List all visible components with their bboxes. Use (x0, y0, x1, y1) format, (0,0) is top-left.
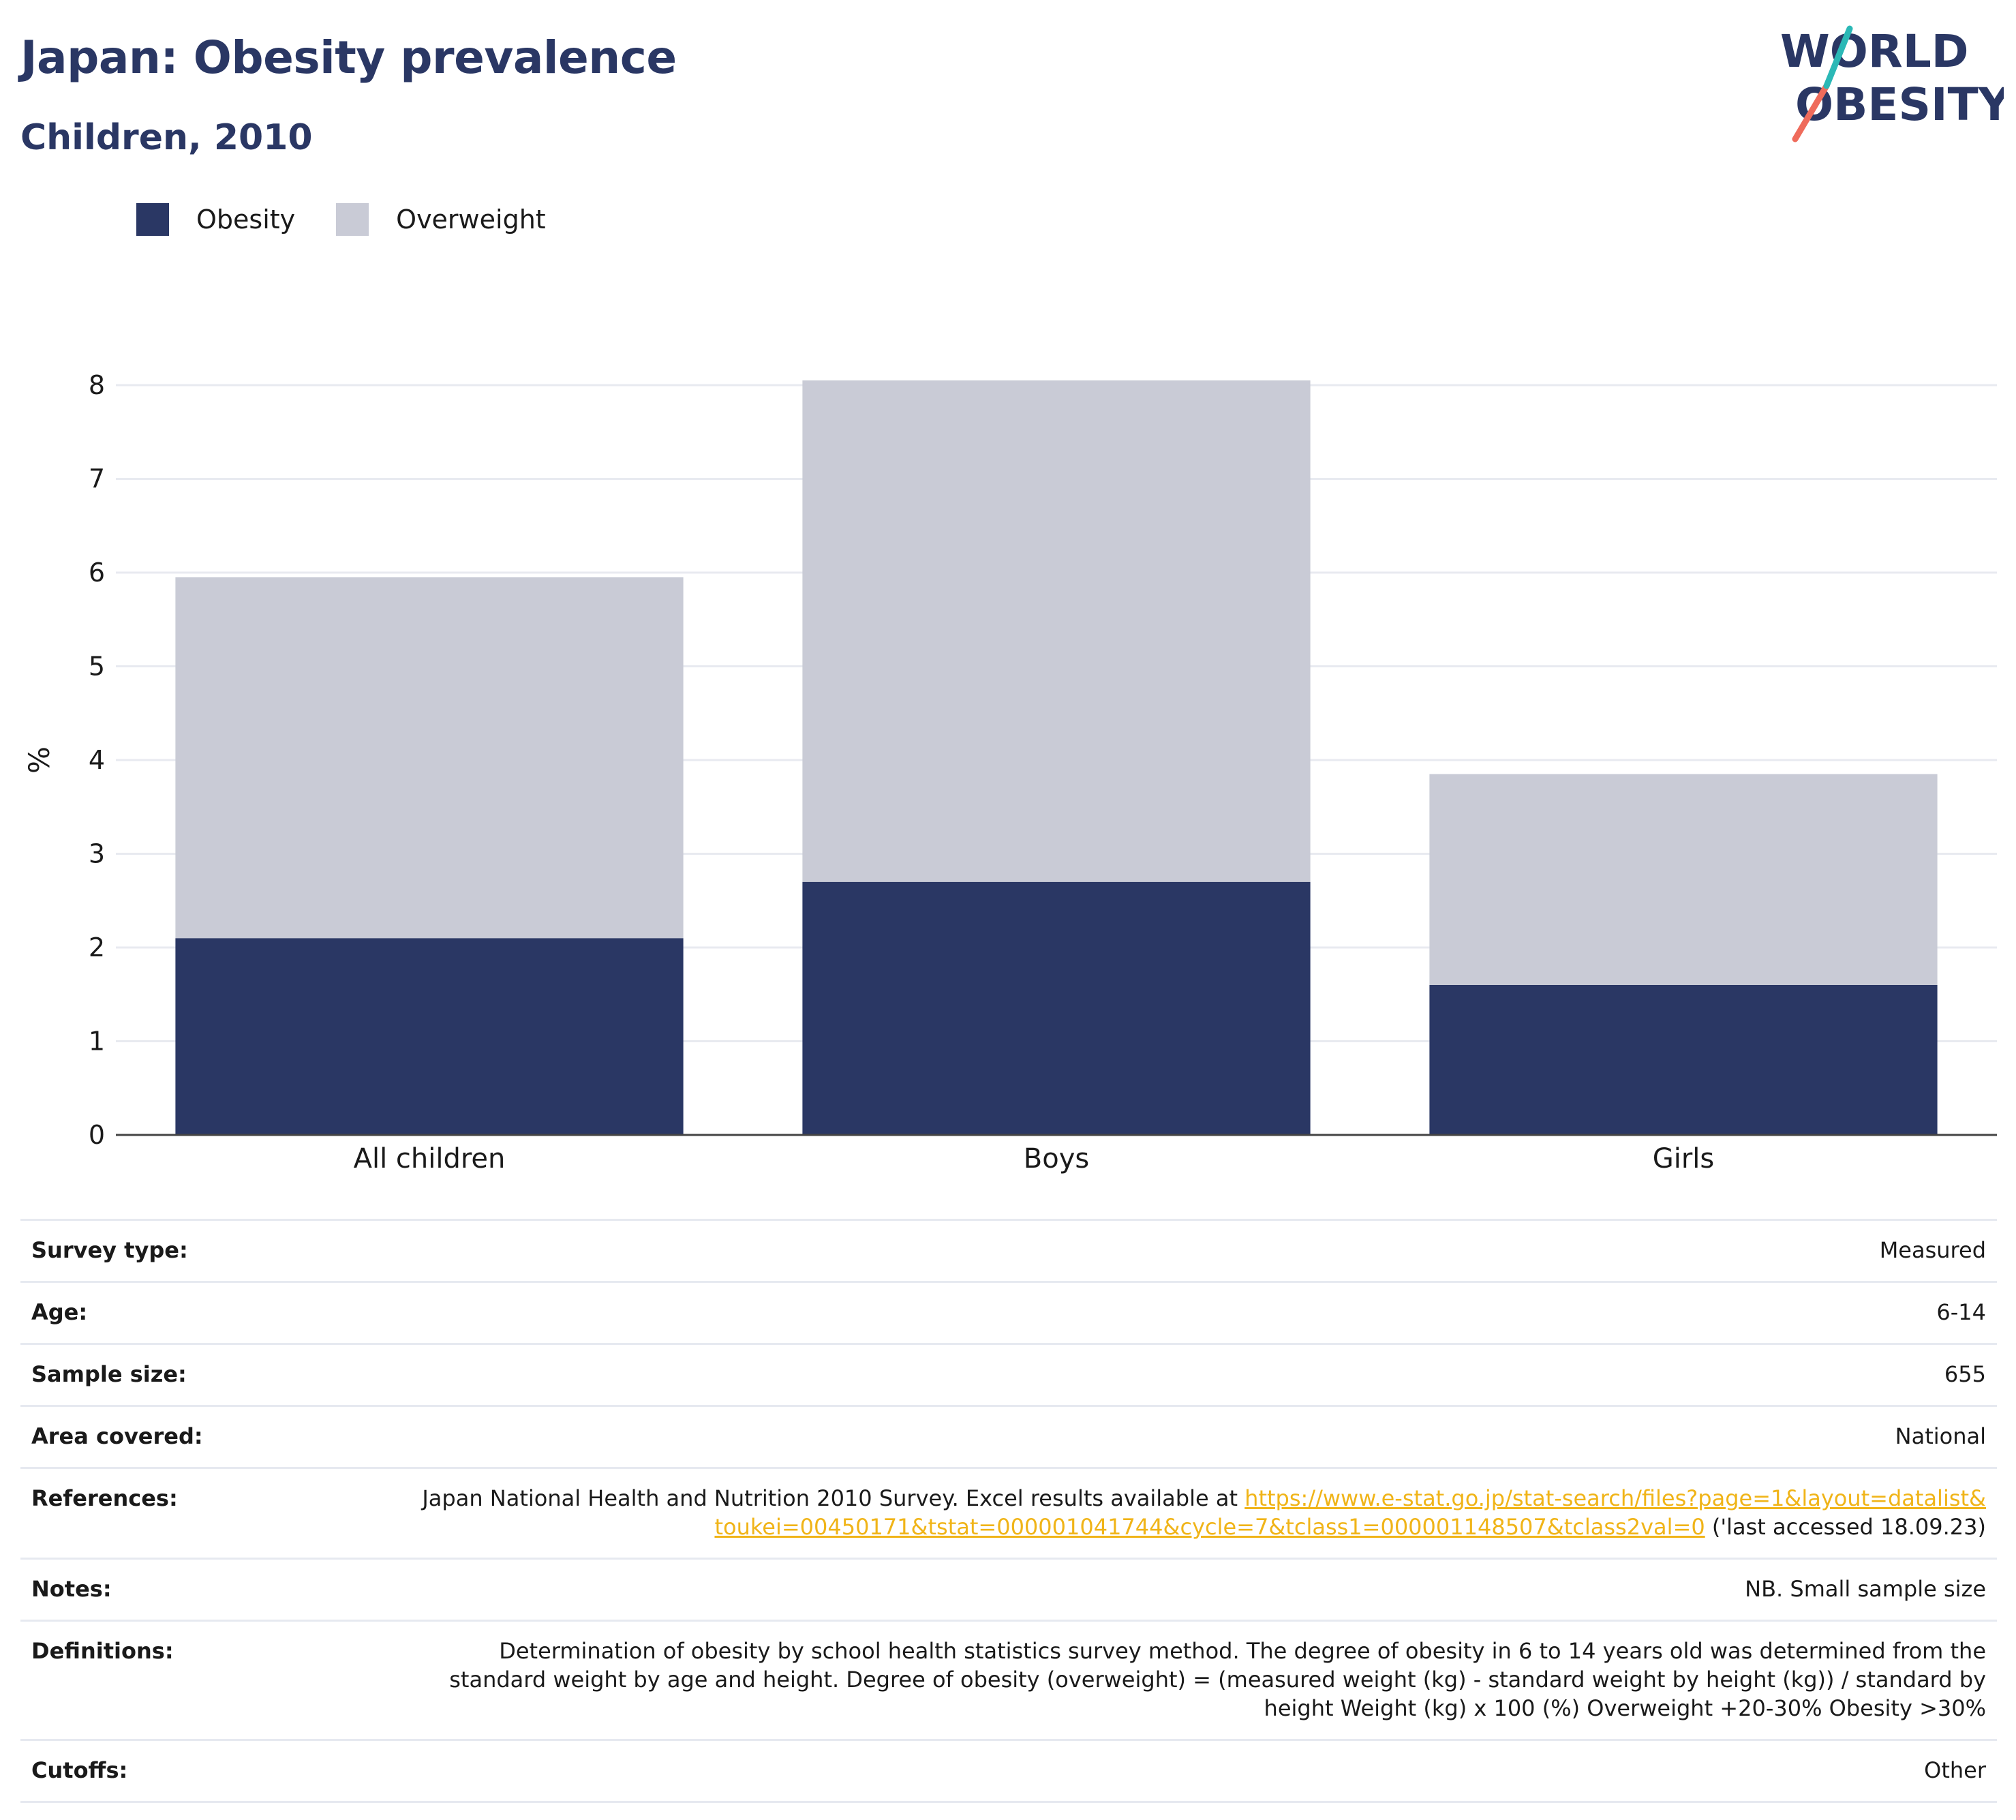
chart-legend: Obesity Overweight (136, 203, 587, 236)
detail-value: Japan National Health and Nutrition 2010… (418, 1484, 1986, 1541)
legend-label-overweight: Overweight (396, 204, 546, 234)
reference-text: Japan National Health and Nutrition 2010… (422, 1485, 1245, 1511)
y-tick-label: 5 (89, 652, 105, 682)
survey-details-table: Survey type: Measured Age: 6-14 Sample s… (20, 1219, 1997, 1803)
y-tick-label: 4 (89, 745, 105, 775)
bar-obesity-all-children (175, 938, 684, 1135)
y-tick-label: 2 (89, 932, 105, 962)
detail-label: Cutoffs: (31, 1757, 128, 1783)
y-tick-label: 1 (89, 1027, 105, 1057)
detail-row-age: Age: 6-14 (20, 1281, 1997, 1343)
detail-label: Definitions: (31, 1638, 174, 1664)
legend-item-obesity[interactable]: Obesity (136, 203, 295, 236)
detail-row-references: References: Japan National Health and Nu… (20, 1467, 1997, 1558)
detail-label: Area covered: (31, 1423, 203, 1449)
detail-row-sample-size: Sample size: 655 (20, 1343, 1997, 1405)
x-category-label: Girls (1653, 1143, 1715, 1174)
detail-label: Age: (31, 1299, 88, 1325)
x-category-label: Boys (1024, 1143, 1089, 1174)
page-title: Japan: Obesity prevalence (20, 31, 677, 84)
legend-swatch-obesity (136, 203, 169, 236)
y-tick-label: 0 (89, 1120, 105, 1150)
y-tick-label: 8 (89, 370, 105, 400)
reference-link[interactable]: https://www.e-stat.go.jp/stat-search/fil… (714, 1485, 1986, 1540)
world-obesity-logo: WORLD OBESITY (1780, 25, 2004, 142)
legend-label-obesity: Obesity (196, 204, 296, 234)
detail-row-survey-type: Survey type: Measured (20, 1219, 1997, 1281)
detail-row-definitions: Definitions: Determination of obesity by… (20, 1620, 1997, 1739)
detail-value: 6-14 (1936, 1299, 1986, 1325)
detail-row-notes: Notes: NB. Small sample size (20, 1558, 1997, 1620)
bar-overweight-boys (802, 380, 1311, 882)
bar-obesity-boys (802, 881, 1311, 1135)
bar-overweight-girls (1429, 774, 1938, 985)
x-category-label: All children (354, 1143, 506, 1174)
y-tick-label: 3 (89, 839, 105, 869)
detail-label: Notes: (31, 1576, 112, 1602)
detail-value: Measured (1879, 1237, 1986, 1263)
page-subtitle: Children, 2010 (20, 117, 313, 158)
detail-label: References: (31, 1485, 178, 1511)
reference-suffix: ('last accessed 18.09.23) (1705, 1514, 1986, 1540)
detail-label: Survey type: (31, 1237, 188, 1263)
bar-overweight-all-children (175, 577, 684, 939)
detail-value: National (1895, 1423, 1986, 1449)
detail-label: Sample size: (31, 1361, 187, 1387)
stacked-bar-chart: 0 1 2 3 4 5 6 7 8% All children Boys Girls (22, 370, 1997, 1174)
detail-value: Other (1924, 1757, 1986, 1783)
detail-row-cutoffs: Cutoffs: Other (20, 1739, 1997, 1803)
svg-text:WORLD: WORLD (1780, 25, 1969, 78)
detail-value: 655 (1944, 1361, 1986, 1387)
legend-swatch-overweight (336, 203, 369, 236)
detail-row-area-covered: Area covered: National (20, 1405, 1997, 1467)
detail-value: Determination of obesity by school healt… (449, 1638, 1986, 1721)
detail-value: NB. Small sample size (1745, 1576, 1986, 1602)
svg-text:OBESITY: OBESITY (1795, 78, 2004, 131)
y-axis-title: % (22, 746, 56, 774)
y-tick-label: 6 (89, 558, 105, 588)
legend-item-overweight[interactable]: Overweight (336, 203, 546, 236)
bar-obesity-girls (1429, 985, 1938, 1135)
y-tick-label: 7 (89, 464, 105, 494)
